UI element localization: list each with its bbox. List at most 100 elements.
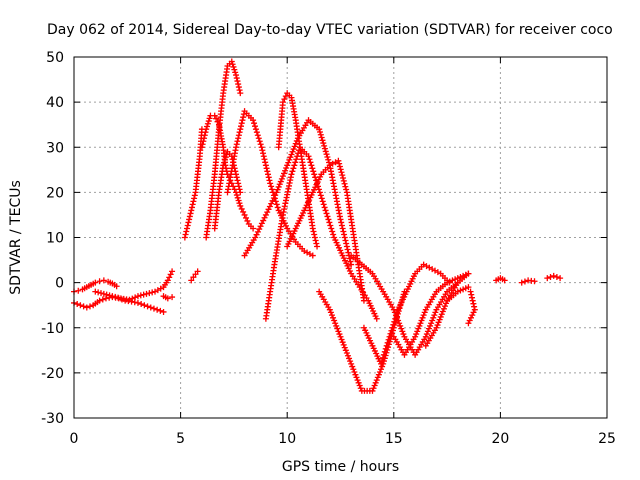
data-point [311, 231, 318, 238]
data-point [323, 151, 330, 158]
data-point [379, 354, 386, 361]
data-point [264, 168, 271, 175]
data-point [331, 317, 338, 324]
data-point [339, 172, 346, 179]
data-point [312, 237, 319, 244]
data-point [397, 322, 404, 329]
data-point [468, 291, 475, 298]
data-point [129, 295, 136, 302]
data-point [376, 368, 383, 375]
data-point [291, 143, 298, 150]
data-point [324, 153, 331, 160]
data-point [429, 317, 436, 324]
data-point [521, 278, 528, 285]
data-point [290, 146, 297, 153]
series-track-l [262, 144, 380, 322]
data-point [261, 156, 268, 163]
data-point [381, 348, 388, 355]
data-point [251, 123, 258, 130]
data-point [266, 177, 273, 184]
data-point [112, 293, 119, 300]
data-point [346, 255, 353, 262]
data-point [253, 129, 260, 136]
data-point [234, 138, 241, 145]
data-point [325, 216, 332, 223]
data-point [233, 192, 240, 199]
data-point [232, 69, 239, 76]
data-point [345, 249, 352, 256]
data-point [414, 328, 421, 335]
data-point [337, 333, 344, 340]
data-point [348, 261, 355, 268]
data-point [234, 78, 241, 85]
data-point [150, 305, 157, 312]
data-point [341, 180, 348, 187]
data-point [330, 231, 337, 238]
data-point [391, 318, 398, 325]
data-point [233, 141, 240, 148]
data-point [96, 278, 103, 285]
data-point [465, 320, 472, 327]
data-point [267, 180, 274, 187]
data-point [330, 314, 337, 321]
data-point [340, 177, 347, 184]
data-point [282, 167, 289, 174]
data-point [92, 279, 99, 286]
series-track-t [444, 284, 472, 304]
data-point [346, 355, 353, 362]
series-track-u [493, 275, 508, 284]
data-point [433, 324, 440, 331]
data-point [342, 347, 349, 354]
data-point [416, 322, 423, 329]
data-point [242, 214, 249, 221]
data-point [99, 296, 106, 303]
data-point [352, 371, 359, 378]
data-point [371, 382, 378, 389]
data-point [327, 222, 334, 229]
data-point [374, 374, 381, 381]
y-tick-label: 50 [46, 50, 64, 66]
data-point [164, 295, 171, 302]
data-point [206, 115, 213, 122]
chart-title: Day 062 of 2014, Sidereal Day-to-day VTE… [47, 22, 613, 38]
data-point [313, 240, 320, 247]
data-point [343, 186, 350, 193]
data-point [265, 174, 272, 181]
data-point [332, 320, 339, 327]
series-track-f [188, 268, 201, 284]
data-point [213, 115, 220, 122]
data-point [184, 222, 191, 229]
data-point [400, 331, 407, 338]
data-point [236, 87, 243, 94]
data-point [228, 58, 235, 65]
data-point [201, 135, 208, 142]
data-point [317, 128, 323, 135]
data-point [233, 171, 240, 178]
data-point [446, 278, 453, 285]
data-point [360, 297, 367, 304]
data-point [321, 204, 328, 211]
data-point [337, 216, 344, 223]
data-point [115, 294, 122, 301]
data-point [309, 225, 316, 232]
data-point [202, 129, 209, 136]
data-point [238, 205, 245, 212]
data-point [293, 156, 300, 163]
data-point [113, 283, 120, 290]
data-point [281, 96, 288, 103]
data-point [167, 271, 174, 278]
data-point [372, 379, 379, 386]
series-track-p [348, 252, 461, 358]
data-point [338, 169, 345, 176]
data-point [320, 140, 327, 147]
data-point [467, 288, 474, 295]
data-point [183, 228, 190, 235]
data-point [182, 231, 189, 238]
plot-frame [73, 56, 608, 419]
data-point [263, 165, 270, 172]
data-point [284, 162, 291, 169]
data-point [349, 363, 356, 370]
data-point [233, 75, 240, 82]
data-point [398, 325, 405, 332]
series-track-q [360, 261, 453, 367]
